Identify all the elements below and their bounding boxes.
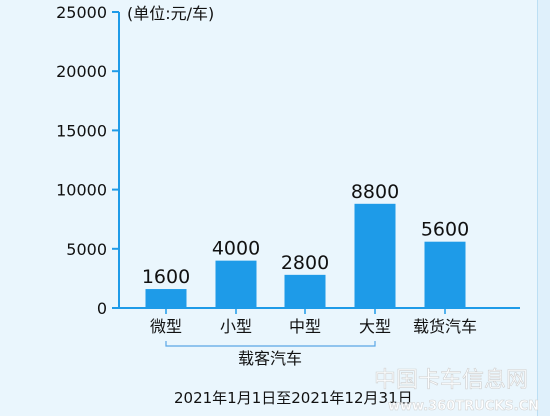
- bar: [284, 274, 326, 308]
- category-label: 微型: [150, 317, 182, 336]
- y-tick-label: 20000: [56, 62, 107, 81]
- bar-value-label: 5600: [421, 219, 469, 241]
- y-tick-label: 0: [97, 299, 107, 318]
- category-labels: 微型 小型 中型 大型 载货汽车: [150, 308, 477, 336]
- bar: [354, 203, 396, 308]
- y-tick-label: 15000: [56, 121, 107, 140]
- watermark-url: www.360TRUCKS.CN: [388, 399, 539, 414]
- bar-value-label: 4000: [212, 238, 260, 260]
- panel-edge: [537, 0, 550, 416]
- category-label: 大型: [359, 317, 391, 336]
- category-label: 小型: [220, 317, 252, 336]
- bar: [145, 289, 187, 308]
- bars: 1600 4000 2800 8800 5600: [142, 181, 469, 308]
- bar: [215, 260, 257, 308]
- group-label: 载客汽车: [238, 349, 302, 368]
- group-bracket: [165, 341, 376, 347]
- y-tick-label: 25000: [56, 3, 107, 22]
- footnote: 2021年1月1日至2021年12月31日: [174, 389, 413, 407]
- bar-value-label: 1600: [142, 266, 190, 288]
- unit-label: (单位:元/车): [127, 4, 214, 23]
- bar-value-label: 2800: [281, 252, 329, 274]
- bar: [424, 241, 466, 308]
- watermark-text: 中国卡车信息网: [374, 368, 528, 393]
- category-label: 载货汽车: [413, 317, 477, 336]
- bar-value-label: 8800: [351, 181, 399, 203]
- category-label: 中型: [289, 317, 321, 336]
- y-tick-label: 10000: [56, 181, 107, 200]
- y-tick-label: 5000: [66, 240, 107, 259]
